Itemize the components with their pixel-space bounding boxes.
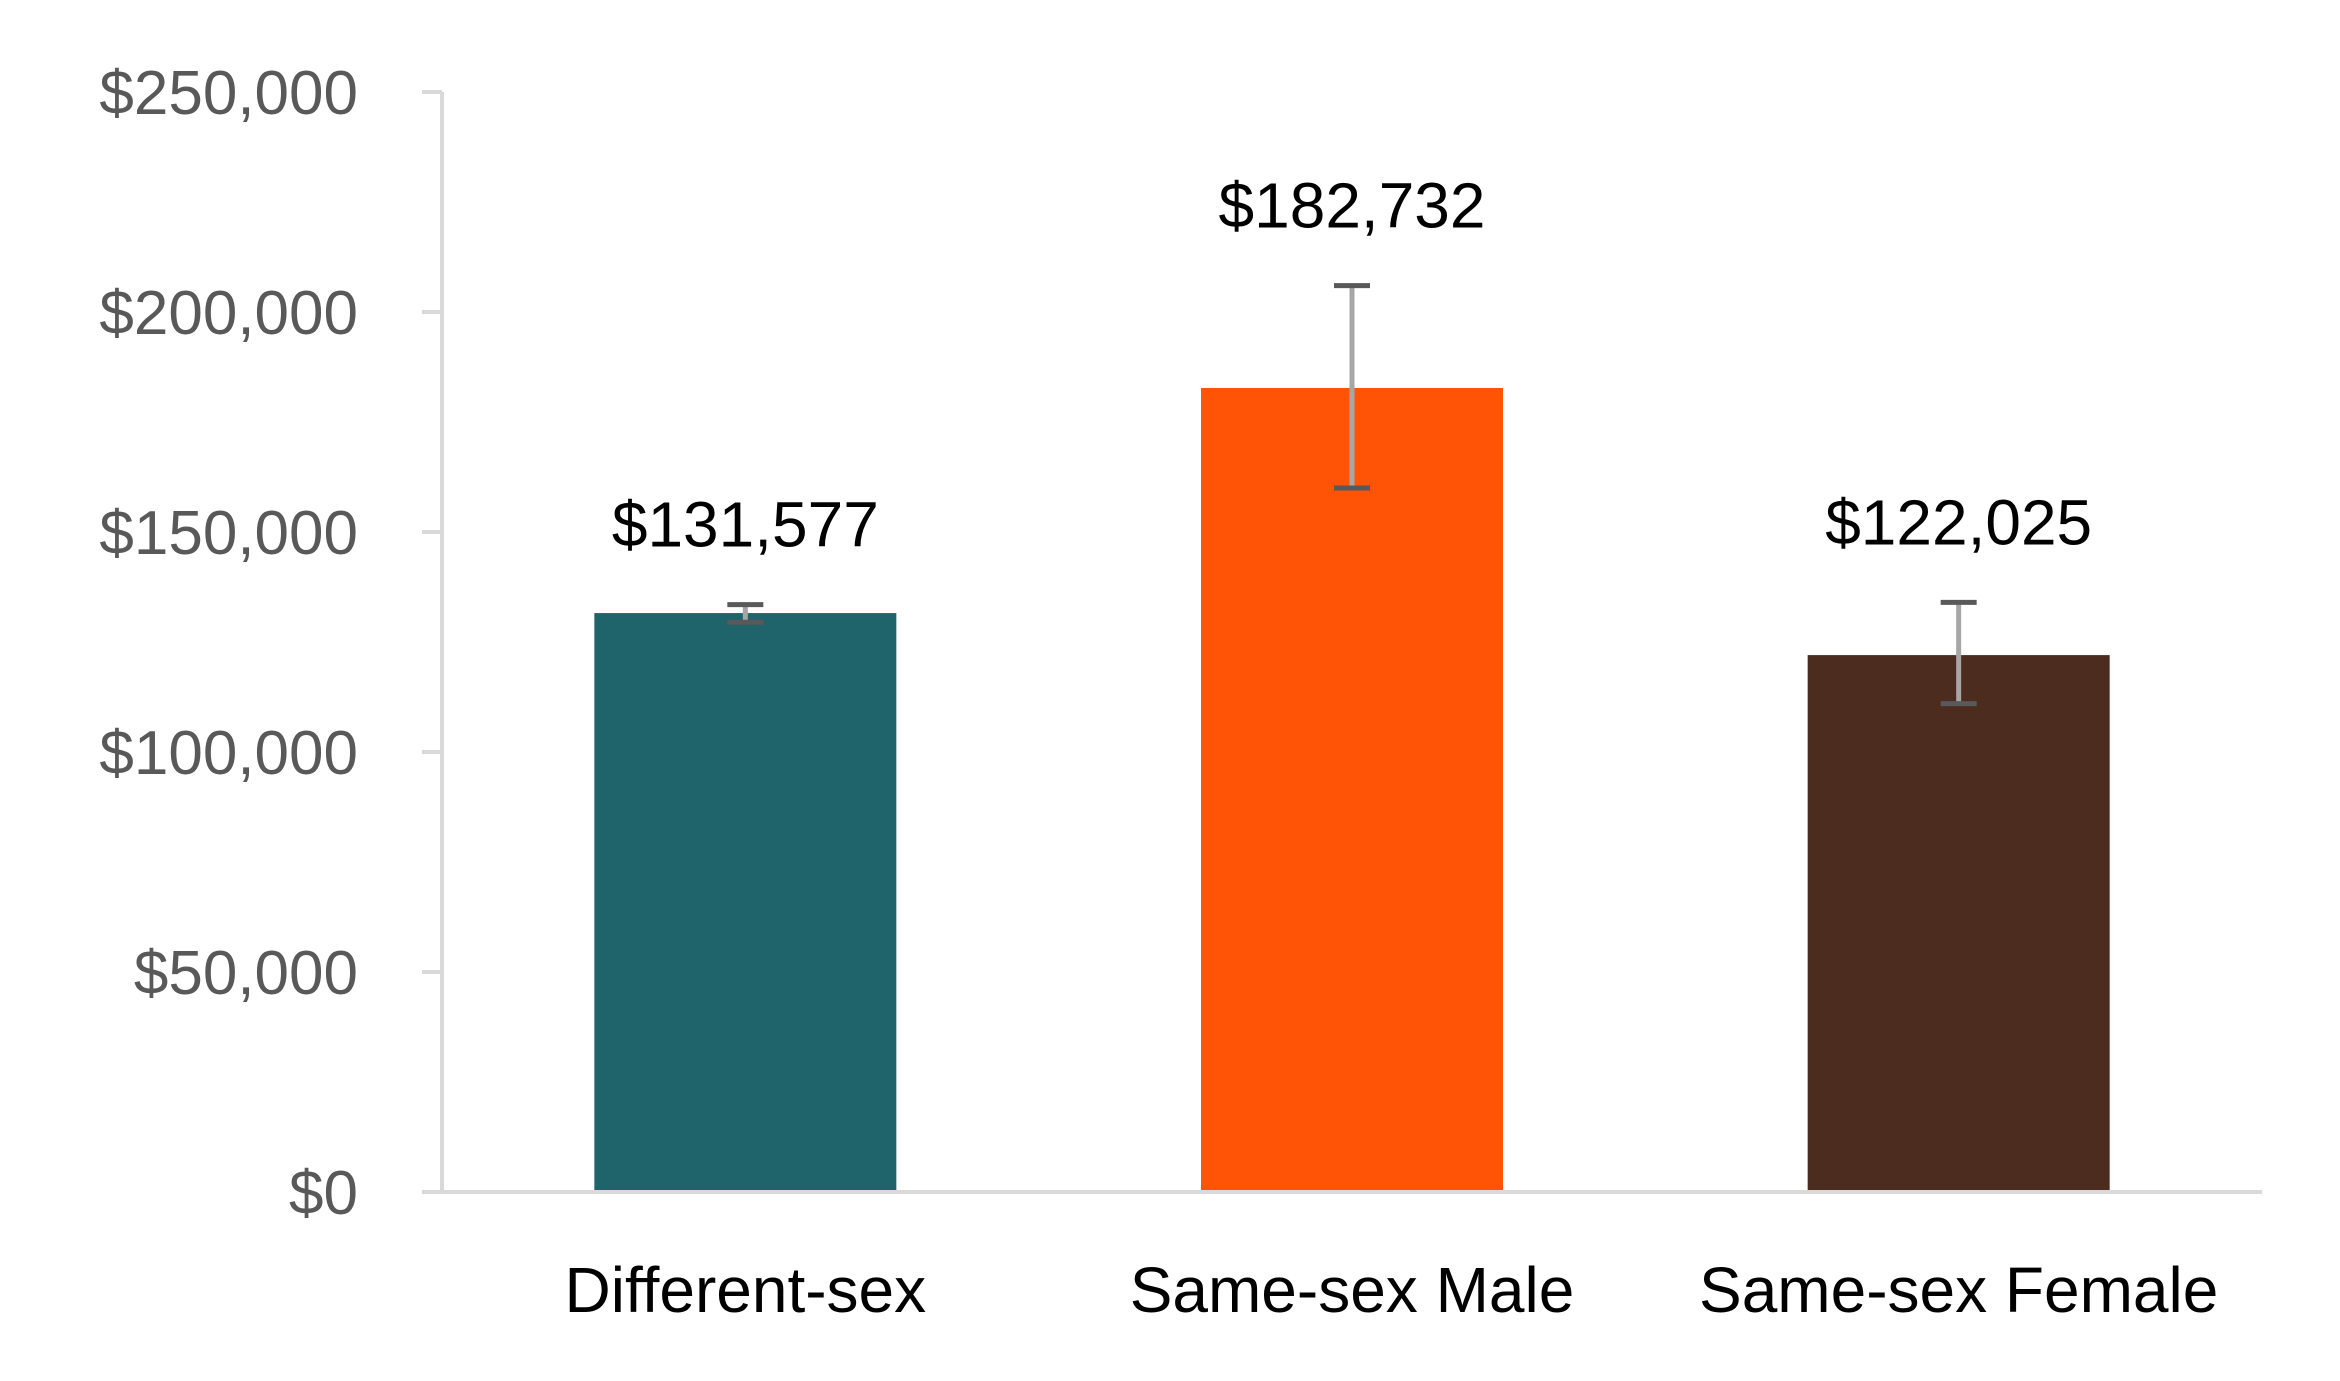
data-labels: $131,577 $182,732 $122,025 <box>612 170 2092 561</box>
data-label: $122,025 <box>1825 486 2092 558</box>
y-tick-label: $150,000 <box>99 499 358 568</box>
y-axis: $0 $50,000 $100,000 $150,000 $200,000 $250,00… <box>99 59 444 1228</box>
data-label: $182,732 <box>1219 170 1486 242</box>
y-tick-label: $200,000 <box>99 279 358 348</box>
x-tick-label: Same-sex Male <box>1130 1254 1575 1326</box>
x-tick-label: Same-sex Female <box>1699 1254 2218 1326</box>
error-bars <box>727 283 1977 707</box>
bar <box>1201 387 1503 1190</box>
bar <box>594 613 897 1190</box>
data-label: $131,577 <box>612 489 879 561</box>
y-tick-label: $0 <box>289 1159 358 1228</box>
y-tick-label: $250,000 <box>99 59 358 128</box>
x-axis: Different-sex Same-sex Male Same-sex Femal… <box>422 1190 2262 1326</box>
x-tick-label: Different-sex <box>565 1254 927 1326</box>
bar <box>1807 655 2110 1190</box>
y-tick-label: $50,000 <box>134 939 358 1008</box>
bars <box>594 387 2110 1190</box>
y-tick-label: $100,000 <box>99 719 358 788</box>
